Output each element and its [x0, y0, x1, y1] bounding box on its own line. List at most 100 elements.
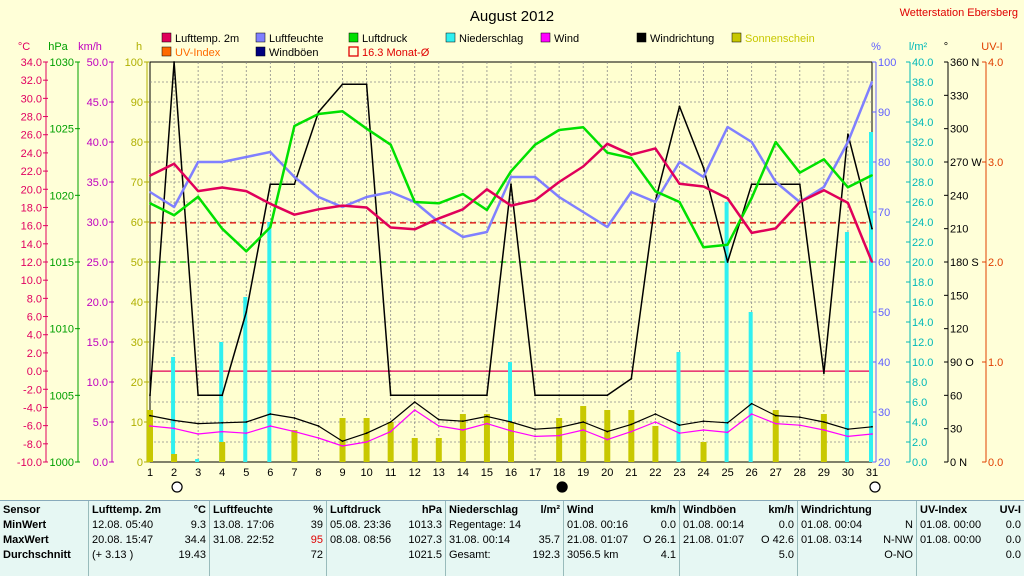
- axis-tick-left: 1010: [50, 324, 74, 336]
- bar: [772, 410, 779, 462]
- stats-cell-time: 01.08. 00:16: [567, 519, 629, 531]
- data-point: [606, 394, 609, 397]
- stats-column-header: Luftfeuchte%: [210, 501, 326, 518]
- data-point: [413, 201, 416, 203]
- axis-tick-left: 50: [131, 257, 143, 269]
- stats-cell: O-NO: [798, 548, 916, 563]
- stats-column-header: UV-Index UV-I: [917, 501, 1024, 518]
- legend-label: Luftfeuchte: [269, 33, 323, 45]
- axis-tick-left: 100: [125, 57, 143, 69]
- data-point: [269, 226, 272, 229]
- data-point: [871, 261, 873, 263]
- x-tick-label: 10: [360, 467, 372, 479]
- data-point: [221, 421, 224, 424]
- data-point: [269, 425, 272, 427]
- bar: [628, 410, 635, 462]
- axis-tick-left: 0.0: [27, 366, 42, 378]
- axis-tick-left: 5.0: [93, 417, 108, 429]
- data-point: [702, 166, 705, 169]
- stats-column: Wind km/h 01.08. 00:16 0.0 21.08. 01:07 O 26.…: [563, 501, 679, 576]
- axis-tick-left: 90: [131, 97, 143, 109]
- stats-column-unit: UV-I: [999, 504, 1021, 516]
- stats-cell-value: N-NW: [883, 534, 913, 546]
- data-point: [317, 111, 320, 113]
- data-point: [702, 246, 705, 249]
- axis-tick-left: 1020: [50, 190, 74, 202]
- axis-tick-left: 26.0: [21, 130, 42, 142]
- bar: [267, 222, 272, 462]
- data-point: [726, 197, 729, 200]
- data-point: [678, 161, 681, 163]
- data-point: [726, 421, 729, 424]
- stats-column-title: Wind: [567, 504, 594, 516]
- data-point: [871, 425, 873, 428]
- axis-tick-right: 0.0: [988, 457, 1003, 469]
- axis-tick-left: 30.0: [87, 217, 108, 229]
- data-point: [654, 413, 657, 415]
- data-point: [822, 186, 825, 188]
- axis-tick-right: 3.0: [988, 157, 1003, 169]
- x-tick-label: 28: [794, 467, 806, 479]
- axis-tick-right: 8.0: [912, 377, 927, 389]
- x-tick-label: 25: [721, 467, 733, 479]
- data-point: [461, 420, 464, 423]
- axis-unit-left: hPa: [48, 41, 68, 53]
- data-point: [317, 437, 320, 439]
- stats-cell: 0.0: [917, 548, 1024, 563]
- axis-tick-left: 80: [131, 137, 143, 149]
- axis-tick-left: 10: [131, 417, 143, 429]
- data-point: [245, 190, 248, 192]
- bar: [820, 414, 827, 462]
- statistics-table: Sensor MinWert MaxWert Durchschnitt Luft…: [0, 500, 1024, 576]
- data-point: [750, 141, 753, 143]
- data-point: [726, 243, 729, 246]
- axis-tick-right: 270 W: [950, 157, 982, 169]
- data-point: [798, 183, 801, 186]
- data-point: [678, 424, 681, 427]
- axis-tick-left: 20: [131, 377, 143, 389]
- stats-cell-time: Gesamt:: [449, 549, 491, 561]
- data-point: [413, 401, 416, 403]
- stats-cell-value: O-NO: [884, 549, 913, 561]
- data-point: [413, 228, 416, 231]
- stats-cell: 21.08. 01:07 O 42.6: [680, 533, 797, 548]
- stats-column-title: Windböen: [683, 504, 737, 516]
- legend-label: Sonnenschein: [745, 33, 815, 45]
- stats-column-title: Niederschlag: [449, 504, 519, 516]
- stats-column-title: Luftfeuchte: [213, 504, 273, 516]
- stats-cell-value: 4.1: [660, 549, 676, 561]
- stats-cell: 08.08. 08:56 1027.3: [327, 533, 445, 548]
- bar: [508, 362, 512, 462]
- data-point: [630, 430, 633, 433]
- stats-column-title: Luftdruck: [330, 504, 381, 516]
- legend-label: Lufttemp. 2m: [175, 33, 239, 45]
- moon-phase-icon: [556, 481, 568, 493]
- bar: [483, 414, 490, 462]
- data-point: [269, 413, 272, 415]
- stats-cell: 5.0: [680, 548, 797, 563]
- x-tick-label: 23: [673, 467, 685, 479]
- legend-marker: [540, 32, 551, 43]
- axis-tick-left: 2.0: [27, 348, 42, 360]
- x-tick-label: 5: [243, 467, 249, 479]
- axis-unit-right: °: [944, 41, 948, 53]
- data-point: [293, 430, 296, 433]
- data-point: [413, 394, 416, 397]
- bar: [411, 438, 418, 462]
- legend-marker: [348, 46, 359, 57]
- data-point: [293, 213, 296, 216]
- axis-tick-left: 45.0: [87, 97, 108, 109]
- data-point: [534, 176, 536, 178]
- data-point: [197, 195, 200, 198]
- stats-column: Niederschlag l/m² Regentage: 14 31.08. 00:1…: [445, 501, 563, 576]
- data-point: [750, 402, 753, 405]
- data-point: [173, 427, 175, 430]
- data-point: [341, 440, 344, 443]
- axis-tick-left: 0.0: [93, 457, 108, 469]
- x-tick-label: 15: [481, 467, 493, 479]
- bar: [195, 459, 200, 462]
- legend-marker: [445, 32, 456, 43]
- axis-tick-left: 8.0: [27, 293, 42, 305]
- data-point: [486, 209, 488, 211]
- stats-cell-value: 95: [310, 534, 323, 546]
